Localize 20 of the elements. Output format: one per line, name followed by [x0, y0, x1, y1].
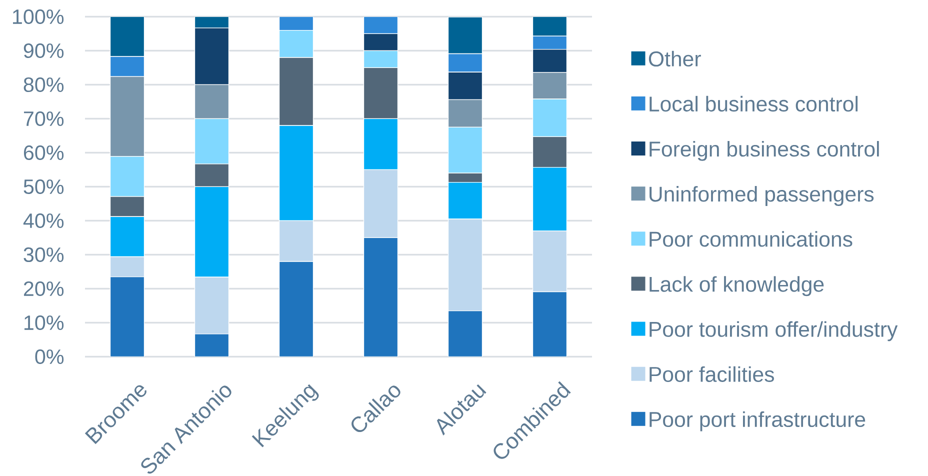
legend-label: Poor tourism offer/industry	[650, 321, 898, 342]
y-tick-label: 60%	[24, 145, 64, 160]
y-tick-label: 0%	[35, 349, 64, 364]
y-tick-label: 80%	[24, 77, 64, 92]
y-tick-label: 20%	[24, 281, 64, 296]
y-tick-label: 70%	[24, 111, 64, 126]
legend-label: Poor communications	[650, 231, 852, 247]
legend-label: Poor facilities	[650, 366, 774, 382]
y-tick-label: 10%	[24, 315, 64, 330]
legend-label: Local business control	[650, 96, 858, 112]
y-tick-label: 100%	[13, 9, 64, 24]
y-tick-label: 90%	[24, 43, 64, 58]
legend-label: Other	[648, 50, 701, 67]
y-tick-label: 40%	[23, 213, 64, 228]
legend-label: Lack of knowledge	[650, 276, 824, 296]
legend-label: Poor port infrastructure	[650, 411, 866, 432]
y-tick-label: 30%	[24, 247, 64, 262]
legend-label: Foreign business control	[650, 140, 879, 161]
y-tick-label: 50%	[24, 179, 64, 194]
legend-label: Uninformed passengers	[650, 186, 874, 206]
